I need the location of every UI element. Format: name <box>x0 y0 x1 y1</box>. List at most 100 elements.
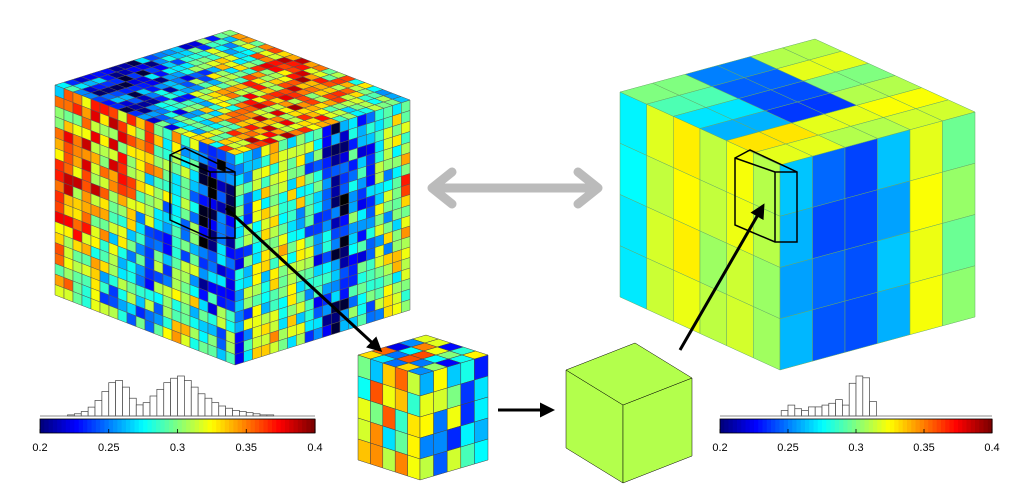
colorbar-swatch <box>924 419 929 433</box>
cube-cell <box>877 129 911 191</box>
colorbar-swatch <box>272 419 277 433</box>
cube-cell <box>812 198 846 259</box>
colorbar-swatch <box>919 419 925 433</box>
colorbar-swatch <box>966 419 972 433</box>
colorbar-swatch <box>970 419 976 433</box>
histogram-bar <box>842 404 850 417</box>
colorbar-swatch <box>125 419 131 433</box>
colorbar-swatch <box>898 419 904 433</box>
colorbar-swatch <box>830 419 836 433</box>
cube-cell <box>407 433 421 460</box>
histogram-bar <box>108 382 116 417</box>
double-arrow-heads <box>427 167 603 209</box>
colorbar-swatch <box>156 419 161 433</box>
cube-cell <box>357 417 371 444</box>
cube-cell <box>407 454 421 481</box>
colorbar-tick-label: 0.35 <box>236 442 257 454</box>
histogram-bar <box>801 410 809 417</box>
colorbar-swatch <box>61 419 67 433</box>
colorbar-swatch <box>941 419 946 433</box>
histogram-bar <box>225 407 233 417</box>
colorbar-swatch <box>121 419 127 433</box>
colorbar-swatch <box>143 419 149 433</box>
cube-cell <box>382 446 396 473</box>
colorbar-tick-label: 0.4 <box>984 442 999 454</box>
cube-cell <box>779 309 813 371</box>
colorbar-swatch <box>194 419 200 433</box>
colorbar-swatch <box>779 419 785 433</box>
colorbar-swatch <box>766 419 772 433</box>
cube-cell <box>909 120 943 182</box>
cube-cell <box>394 387 408 414</box>
colorbar-swatch <box>758 419 764 433</box>
histogram-bar <box>142 402 151 417</box>
colorbar-swatch <box>224 419 230 433</box>
cube-cell <box>877 231 911 293</box>
histogram-bar <box>835 399 843 417</box>
highlight-box <box>169 147 236 239</box>
colorbar-swatch <box>932 419 938 433</box>
histogram-bar <box>848 382 857 417</box>
colorbar-swatch <box>975 419 980 433</box>
colorbar-swatch <box>203 419 209 433</box>
cube-cell <box>877 283 911 344</box>
colorbar-swatch <box>881 419 887 433</box>
colorbar-swatch <box>241 419 247 433</box>
cube-cell <box>446 362 462 389</box>
cube-cell <box>382 425 396 452</box>
colorbar-swatch <box>289 419 295 433</box>
cube-cell <box>370 442 384 469</box>
colorbar-swatch <box>936 419 942 433</box>
colorbar-swatch <box>754 419 759 433</box>
colorbar-swatch <box>860 419 866 433</box>
histogram-bar <box>122 386 130 417</box>
colorbar-tick-label: 0.2 <box>712 442 727 454</box>
colorbar-swatch <box>826 419 832 433</box>
histogram-bar <box>808 406 816 417</box>
highlight-box <box>734 149 798 243</box>
histogram-bar <box>135 404 144 417</box>
colorbar-swatch <box>843 419 849 433</box>
colorbar-swatch <box>211 419 217 433</box>
cube-cell <box>370 379 384 406</box>
histogram-bar <box>184 380 192 417</box>
colorbar-tick-label: 0.3 <box>848 442 863 454</box>
cube-cell <box>844 240 878 302</box>
colorbar-swatch <box>100 419 106 433</box>
colorbar-swatch <box>851 419 857 433</box>
histogram-bar <box>245 412 254 417</box>
arrow <box>678 203 765 351</box>
cube-cell <box>433 408 448 435</box>
colorbar-swatch <box>44 419 50 433</box>
colorbar-swatch <box>74 419 80 433</box>
cube-cell <box>394 450 408 477</box>
cubes <box>54 29 976 484</box>
colorbar-swatch <box>732 419 738 433</box>
colorbar-swatch <box>864 419 870 433</box>
colorbar-swatch <box>783 419 789 433</box>
colorbar-swatch <box>822 419 827 433</box>
cube-cell <box>812 249 846 311</box>
colorbar-swatch <box>945 419 951 433</box>
colorbar-swatch <box>724 419 730 433</box>
histogram-bar <box>787 404 796 417</box>
colorbar-swatch <box>130 419 136 433</box>
colorbar-tick-label: 0.35 <box>913 442 934 454</box>
cube-cell <box>844 189 878 251</box>
colorbar-swatch <box>57 419 63 433</box>
colorbar-swatch <box>792 419 798 433</box>
colorbar-swatch <box>907 419 912 433</box>
colorbar-swatch <box>259 419 265 433</box>
colorbar-swatch <box>953 419 959 433</box>
colorbar-swatch <box>113 419 118 433</box>
cube-cell <box>433 450 448 477</box>
cube-cell <box>942 162 976 224</box>
histogram-bar <box>869 401 877 417</box>
colorbar-swatch <box>40 419 45 433</box>
colorbar-swatch <box>813 419 819 433</box>
cube-cell <box>382 362 396 389</box>
histogram-bar <box>204 397 213 417</box>
colorbar-swatch <box>788 419 793 433</box>
colorbar-swatch <box>181 419 187 433</box>
colorbar-swatch <box>885 419 891 433</box>
